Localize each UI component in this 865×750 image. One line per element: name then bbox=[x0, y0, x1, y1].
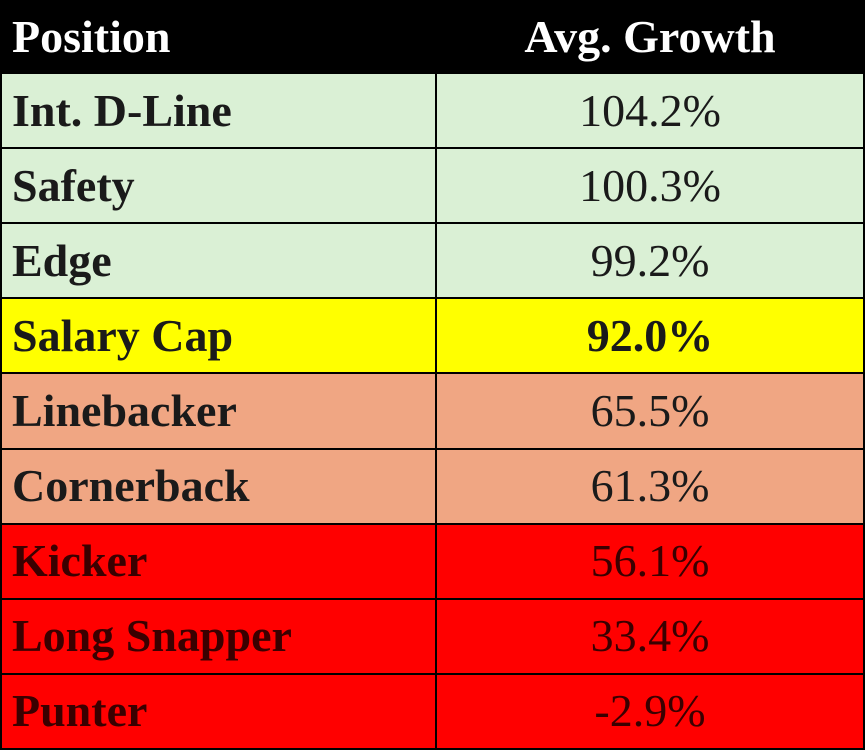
growth-cell: -2.9% bbox=[435, 672, 865, 750]
position-cell: Edge bbox=[0, 222, 437, 300]
growth-cell: 61.3% bbox=[435, 447, 865, 525]
position-cell: Long Snapper bbox=[0, 597, 437, 675]
position-cell: Punter bbox=[0, 672, 437, 750]
growth-cell: 56.1% bbox=[435, 522, 865, 600]
position-cell: Safety bbox=[0, 147, 437, 225]
table-row: Linebacker 65.5% bbox=[0, 372, 865, 450]
table-header: Position Avg. Growth bbox=[0, 0, 865, 74]
header-row: Position Avg. Growth bbox=[0, 0, 865, 74]
growth-cell: 99.2% bbox=[435, 222, 865, 300]
table-row: Edge 99.2% bbox=[0, 222, 865, 300]
growth-cell: 104.2% bbox=[435, 71, 865, 150]
position-cell: Cornerback bbox=[0, 447, 437, 525]
table-row: Punter -2.9% bbox=[0, 672, 865, 750]
position-cell: Salary Cap bbox=[0, 297, 437, 375]
table-row: Long Snapper 33.4% bbox=[0, 597, 865, 675]
position-cell: Linebacker bbox=[0, 372, 437, 450]
table-row: Kicker 56.1% bbox=[0, 522, 865, 600]
header-cell: Avg. Growth bbox=[435, 0, 865, 74]
table-row: Salary Cap 92.0% bbox=[0, 297, 865, 375]
growth-cell: 65.5% bbox=[435, 372, 865, 450]
growth-cell: 100.3% bbox=[435, 147, 865, 225]
growth-cell: 92.0% bbox=[435, 297, 865, 375]
table-row: Cornerback 61.3% bbox=[0, 447, 865, 525]
table-row: Int. D-Line 104.2% bbox=[0, 71, 865, 150]
position-cell: Kicker bbox=[0, 522, 437, 600]
table-row: Safety 100.3% bbox=[0, 147, 865, 225]
position-cell: Int. D-Line bbox=[0, 71, 437, 150]
growth-cell: 33.4% bbox=[435, 597, 865, 675]
table-body: Int. D-Line 104.2% Safety 100.3% Edge 99.2% Sa… bbox=[0, 71, 865, 750]
header-cell: Position bbox=[0, 0, 437, 74]
